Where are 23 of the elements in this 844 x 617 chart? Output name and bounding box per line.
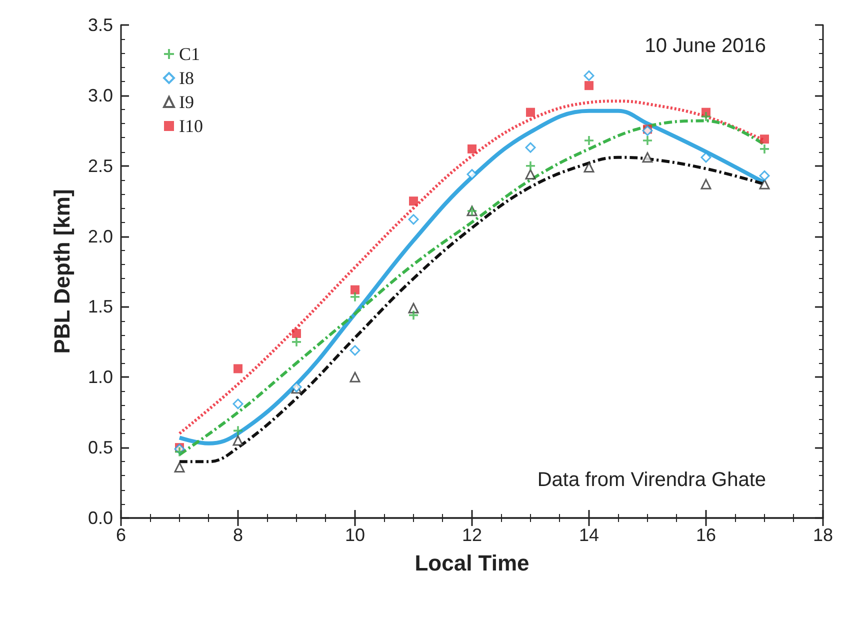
- x-tick-label: 10: [344, 525, 366, 545]
- y-tick-label: 1.5: [88, 296, 113, 317]
- x-tick-label: 12: [462, 525, 482, 545]
- y-tick-label: 0.5: [88, 438, 113, 458]
- y-axis-title: PBL Depth [km]: [50, 189, 74, 354]
- x-axis-title: Local Time: [414, 550, 530, 576]
- y-tick-label: 0.0: [88, 508, 113, 528]
- y-tick-label: 2.0: [88, 226, 113, 246]
- y-tick-label: 3.0: [88, 85, 113, 106]
- y-tick-label: 1.0: [88, 367, 113, 388]
- x-tick-label: 6: [116, 525, 126, 545]
- y-tick-label: 3.5: [88, 15, 113, 35]
- x-tick-label: 14: [578, 525, 600, 545]
- x-tick-label: 16: [696, 525, 716, 545]
- y-tick-label: 2.5: [88, 156, 113, 176]
- legend-label: I8: [179, 68, 194, 88]
- legend-label: I10: [179, 116, 203, 136]
- annotation: 10 June 2016: [644, 35, 766, 57]
- annotation: Data from Virendra Ghate: [537, 469, 766, 491]
- legend-label: I9: [179, 92, 194, 112]
- x-tick-label: 18: [812, 525, 834, 545]
- x-tick-label: 8: [232, 525, 244, 545]
- legend-label: C1: [179, 44, 200, 64]
